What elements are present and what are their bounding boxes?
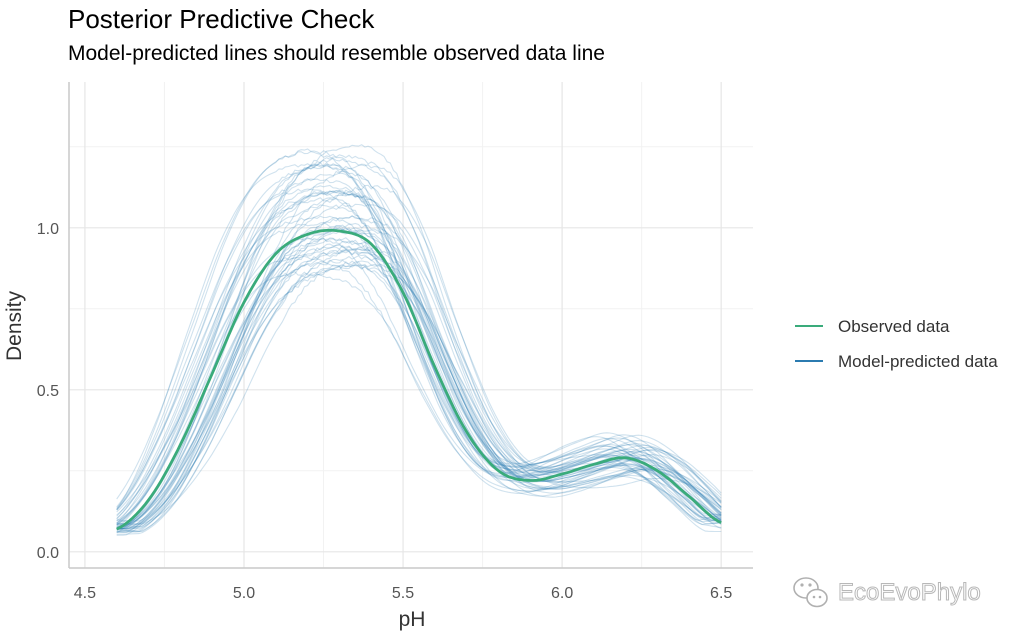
- chart-title: Posterior Predictive Check: [68, 4, 375, 34]
- model-predicted-line: [116, 244, 722, 530]
- y-tick-label: 1.0: [37, 221, 59, 238]
- model-predicted-line: [116, 162, 722, 524]
- model-predicted-line: [116, 226, 722, 536]
- model-predicted-line: [116, 192, 722, 523]
- model-predicted-line: [116, 184, 722, 526]
- y-axis-label: Density: [3, 290, 26, 361]
- model-predicted-line: [116, 184, 722, 526]
- model-predicted-lines: [116, 144, 722, 536]
- model-predicted-line: [116, 263, 722, 533]
- model-predicted-line: [116, 227, 722, 530]
- x-tick-label: 6.0: [551, 585, 573, 602]
- legend-label-predicted: Model-predicted data: [838, 352, 998, 371]
- x-axis-label: pH: [399, 608, 426, 631]
- model-predicted-line: [116, 144, 722, 525]
- model-predicted-line: [116, 264, 722, 533]
- model-predicted-line: [116, 151, 722, 520]
- x-tick-label: 5.5: [392, 585, 414, 602]
- model-predicted-line: [116, 197, 722, 525]
- model-predicted-line: [116, 162, 722, 521]
- model-predicted-line: [116, 154, 722, 525]
- model-predicted-line: [116, 229, 722, 532]
- model-predicted-line: [116, 190, 722, 522]
- observed-data-line: [116, 228, 722, 531]
- model-predicted-line: [116, 260, 722, 526]
- y-tick-label: 0.0: [37, 545, 59, 562]
- model-predicted-line: [116, 255, 722, 535]
- watermark-text: EcoEvoPhylo: [838, 579, 981, 606]
- model-predicted-line: [116, 215, 722, 523]
- model-predicted-line: [116, 222, 722, 525]
- model-predicted-line: [116, 246, 722, 529]
- model-predicted-line: [116, 255, 722, 526]
- model-predicted-line: [116, 203, 722, 530]
- chart-subtitle: Model-predicted lines should resemble ob…: [68, 42, 605, 65]
- model-predicted-line: [116, 190, 722, 524]
- model-predicted-line: [116, 237, 722, 529]
- legend: Observed data Model-predicted data: [795, 317, 998, 371]
- model-predicted-line: [116, 222, 722, 528]
- model-predicted-line: [116, 250, 722, 530]
- model-predicted-line: [116, 228, 722, 530]
- x-tick-label: 5.0: [233, 585, 255, 602]
- model-predicted-line: [116, 164, 722, 521]
- x-tick-label: 6.5: [710, 585, 732, 602]
- model-predicted-line: [116, 271, 722, 533]
- model-predicted-line: [116, 259, 722, 534]
- model-predicted-line: [116, 157, 722, 522]
- wechat-icon: [793, 577, 828, 608]
- legend-label-observed: Observed data: [838, 317, 950, 336]
- model-predicted-line: [116, 264, 722, 530]
- model-predicted-line: [116, 237, 722, 529]
- model-predicted-line: [116, 172, 722, 516]
- watermark: EcoEvoPhylo: [793, 577, 981, 608]
- model-predicted-line: [116, 248, 722, 533]
- y-tick-label: 0.5: [37, 383, 59, 400]
- model-predicted-line: [116, 215, 722, 526]
- model-predicted-line: [116, 239, 722, 533]
- x-tick-label: 4.5: [74, 585, 96, 602]
- axis-ticks: 4.5 5.0 5.5 6.0 6.5 0.0 0.5 1.0: [37, 221, 733, 602]
- model-predicted-line: [116, 249, 722, 530]
- model-predicted-line: [116, 190, 722, 528]
- model-predicted-line: [116, 244, 722, 532]
- model-predicted-line: [116, 215, 722, 530]
